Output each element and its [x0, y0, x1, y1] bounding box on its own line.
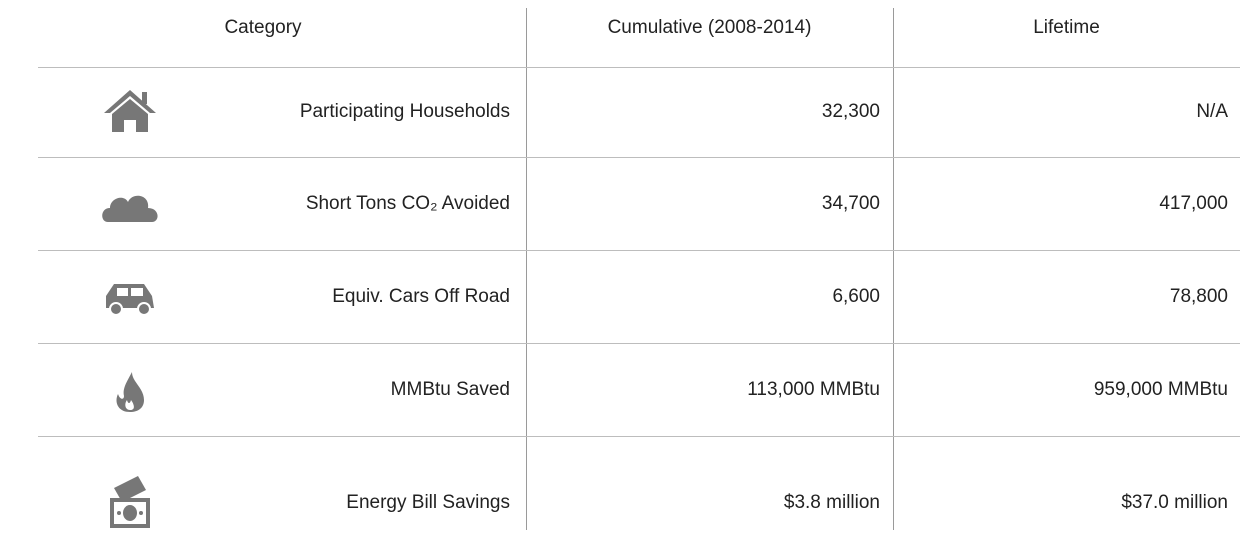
- flame-icon: [116, 372, 144, 412]
- house-icon: [104, 90, 156, 132]
- value-cell: 32,300: [821, 101, 880, 122]
- value-cell: 959,000 MMBtu: [1093, 379, 1228, 400]
- row-divider: [38, 436, 1240, 437]
- column-divider: [893, 8, 894, 530]
- car-icon: [106, 284, 154, 316]
- cloud-icon: [102, 195, 158, 222]
- category-cell: Equiv. Cars Off Road: [332, 286, 510, 307]
- category-cell: Short Tons CO₂ Avoided: [305, 193, 510, 214]
- column-divider: [526, 8, 527, 530]
- header-cell: Category: [224, 17, 302, 38]
- value-cell: $37.0 million: [1121, 492, 1228, 513]
- row-divider: [38, 250, 1240, 251]
- row-divider: [38, 157, 1240, 158]
- money-icon: [110, 476, 150, 528]
- value-cell: 417,000: [1159, 193, 1228, 214]
- value-cell: 78,800: [1169, 286, 1228, 307]
- row-divider: [38, 343, 1240, 344]
- category-cell: Energy Bill Savings: [346, 492, 510, 513]
- value-cell: N/A: [1196, 101, 1228, 122]
- value-cell: 6,600: [832, 286, 880, 307]
- header-cell: Lifetime: [1033, 17, 1100, 38]
- value-cell: $3.8 million: [783, 492, 880, 513]
- row-divider: [38, 67, 1240, 68]
- header-cell: Cumulative (2008-2014): [607, 17, 812, 38]
- category-cell: Participating Households: [299, 101, 510, 122]
- category-cell: MMBtu Saved: [390, 379, 510, 400]
- value-cell: 34,700: [821, 193, 880, 214]
- value-cell: 113,000 MMBtu: [747, 379, 880, 400]
